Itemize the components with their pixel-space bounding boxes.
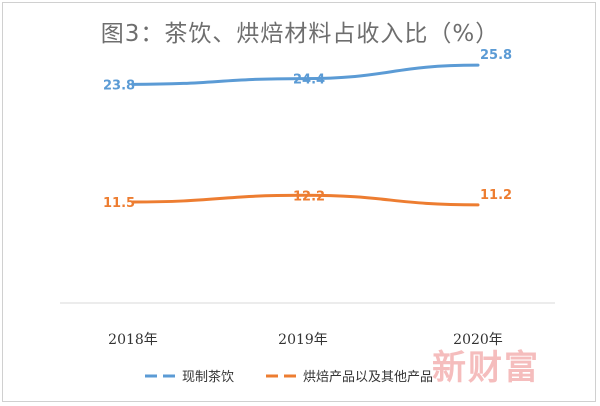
data-label-s1-2: 24.4 [293,73,325,88]
data-label-s1-1: 23.8 [103,78,135,93]
x-tick-label-3: 2020年 [453,332,503,348]
watermark-logo: 新财富 [432,348,540,388]
data-label-s2-2: 12.2 [293,189,325,204]
legend-label-2: 烘焙产品以及其他产品 [303,370,433,385]
data-label-s2-1: 11.5 [103,196,135,211]
series-line-2 [131,193,480,207]
legend: 现制茶饮 烘焙产品以及其他产品 [145,369,433,385]
data-label-s1-3: 25.8 [480,48,512,63]
x-tick-label-2: 2019年 [278,332,328,348]
series-line-1 [131,63,480,86]
x-tick-label-1: 2018年 [108,332,158,348]
data-label-s2-3: 11.2 [480,188,512,203]
chart-frame [2,2,596,402]
legend-label-1: 现制茶饮 [182,369,234,385]
chart-title: 图3：茶饮、烘焙材料占收入比（%） [100,21,500,47]
